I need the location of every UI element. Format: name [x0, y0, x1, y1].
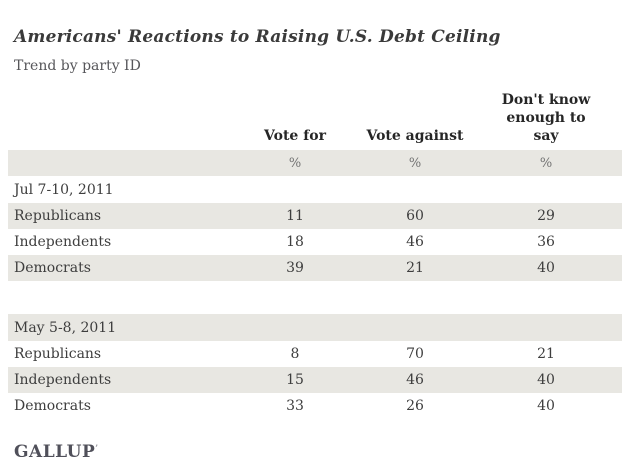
unit-empty-cell [8, 150, 230, 176]
cell-dont-know: 29 [470, 203, 622, 229]
table-row: Independents 18 46 36 [8, 229, 622, 255]
table-row: Republicans 11 60 29 [8, 203, 622, 229]
trademark-mark: ’ [95, 442, 99, 453]
cell-vote-against: 60 [360, 203, 470, 229]
table-row: Democrats 39 21 40 [8, 255, 622, 281]
unit-row: % % % [8, 150, 622, 176]
cell-dont-know: 21 [537, 346, 555, 362]
row-label: Republicans [8, 203, 230, 229]
poll-results-table: Vote for Vote against Don't know enough … [8, 91, 622, 419]
cell-dont-know: 36 [537, 234, 555, 250]
gallup-poll-page: Americans' Reactions to Raising U.S. Deb… [8, 27, 622, 462]
page-title: Americans' Reactions to Raising U.S. Deb… [14, 27, 501, 47]
cell-vote-for: 8 [290, 346, 300, 362]
header-empty-cell [8, 91, 230, 150]
gallup-logo-text: GALLUP [14, 442, 96, 462]
gallup-logo: GALLUP’ [14, 442, 615, 462]
column-header-dont-know: Don't know enough to say [470, 91, 622, 150]
cell-vote-for: 18 [286, 234, 304, 250]
cell-vote-for: 15 [230, 367, 360, 393]
row-label: Independents [8, 367, 230, 393]
cell-vote-against: 26 [406, 398, 424, 414]
header-row: Vote for Vote against Don't know enough … [8, 91, 622, 150]
column-header-dont-know-label: Don't know enough to say [501, 92, 591, 144]
cell-dont-know: 40 [537, 398, 555, 414]
row-label: Democrats [8, 255, 230, 281]
cell-vote-against: 21 [360, 255, 470, 281]
cell-dont-know: 40 [470, 367, 622, 393]
section-date-label: May 5-8, 2011 [8, 314, 622, 341]
column-header-vote-for: Vote for [264, 128, 326, 144]
row-label: Independents [14, 234, 112, 250]
table-row: Independents 15 46 40 [8, 367, 622, 393]
section-date-label: Jul 7-10, 2011 [14, 181, 114, 198]
unit-percent: % [230, 150, 360, 176]
table-row: Republicans 8 70 21 [8, 341, 622, 367]
row-label: Republicans [14, 346, 102, 362]
section-gap [8, 281, 622, 314]
cell-vote-for: 11 [230, 203, 360, 229]
section-date-row: May 5-8, 2011 [8, 314, 622, 341]
unit-percent: % [470, 150, 622, 176]
cell-vote-for: 33 [286, 398, 304, 414]
cell-vote-for: 39 [230, 255, 360, 281]
cell-vote-against: 46 [406, 234, 424, 250]
unit-percent: % [360, 150, 470, 176]
section-date-row: Jul 7-10, 2011 [8, 176, 622, 203]
table-row: Democrats 33 26 40 [8, 393, 622, 419]
cell-dont-know: 40 [470, 255, 622, 281]
row-label: Democrats [14, 398, 91, 414]
cell-vote-against: 70 [406, 346, 424, 362]
page-subtitle: Trend by party ID [14, 58, 141, 74]
cell-vote-against: 46 [360, 367, 470, 393]
column-header-vote-against: Vote against [366, 128, 464, 144]
